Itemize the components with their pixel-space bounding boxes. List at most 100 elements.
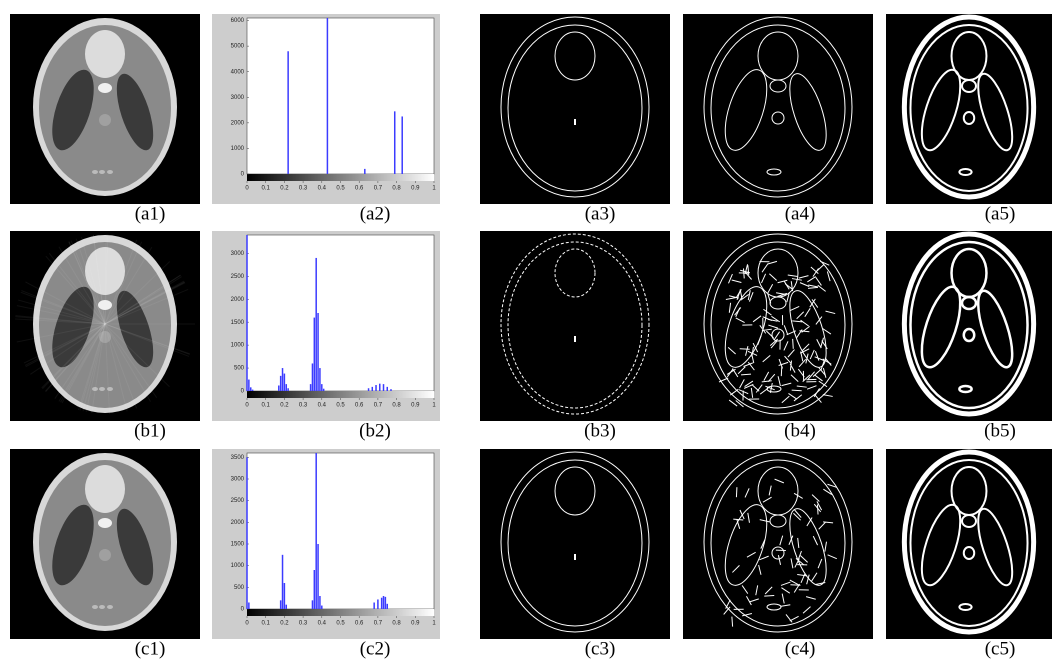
x-tick-label: 0.7: [374, 403, 383, 409]
x-tick-label: 0: [245, 621, 249, 627]
spurious-edge: [822, 328, 832, 335]
spurious-edge: [759, 387, 769, 395]
spurious-edge: [788, 535, 794, 546]
spurious-edge: [793, 512, 801, 521]
spurious-edge: [759, 324, 767, 334]
spurious-edge: [777, 279, 788, 284]
spurious-edge: [777, 554, 782, 565]
hist-bar: [321, 384, 323, 391]
dot-edge: [766, 168, 782, 176]
y-tick-label: 2000: [231, 520, 245, 526]
x-tick-label: 0.6: [355, 186, 364, 192]
dark-right: [116, 290, 154, 368]
streak: [91, 323, 106, 414]
spurious-edge: [805, 596, 816, 600]
x-tick-label: 0.4: [318, 186, 327, 192]
blob: [98, 300, 112, 310]
spurious-edge: [749, 598, 759, 603]
dark-left: [52, 69, 94, 151]
spurious-edge: [735, 487, 738, 498]
hist-bar: [287, 388, 289, 391]
spurious-edge: [773, 331, 781, 341]
blob-edge: [962, 546, 976, 560]
spurious-edge: [816, 501, 823, 511]
y-tick-label: 3000: [231, 251, 245, 257]
spurious-edge: [793, 583, 801, 593]
streak: [104, 261, 171, 325]
streak: [44, 323, 106, 392]
spurious-edge: [731, 616, 734, 627]
dot: [107, 387, 113, 391]
x-tick-label: 0.8: [392, 403, 401, 409]
x-tick-label: 1: [432, 621, 436, 627]
y-tick-label: 2500: [231, 274, 245, 280]
spurious-edge: [776, 292, 787, 295]
spurious-edge: [730, 388, 739, 396]
streak: [79, 323, 106, 411]
spurious-edge: [786, 292, 790, 303]
x-tick-label: 0.1: [262, 186, 271, 192]
outer-edge: [703, 233, 853, 415]
hist-bar: [386, 603, 388, 609]
outer-edge: [703, 451, 853, 633]
blob: [99, 114, 111, 126]
spurious-edge: [814, 351, 820, 361]
spurious-edge: [733, 518, 744, 521]
spurious-edge: [801, 325, 810, 333]
spurious-edge: [746, 551, 756, 558]
left-edge: [724, 286, 768, 368]
inner-edge: [710, 24, 846, 192]
streak: [45, 255, 106, 325]
spurious-edge: [814, 394, 822, 403]
spurious-edge: [769, 382, 773, 393]
right-edge: [977, 72, 1014, 152]
y-tick-label: 1000: [231, 146, 245, 152]
spurious-edge: [781, 593, 785, 604]
blob-edge: [769, 296, 787, 310]
spurious-edge: [785, 614, 793, 623]
spurious-edge: [739, 379, 745, 389]
hist-bar: [364, 168, 366, 174]
hist-bar: [317, 313, 319, 391]
dark-right: [116, 508, 154, 586]
spurious-edge: [735, 400, 744, 408]
streak: [104, 274, 181, 325]
streak: [104, 281, 185, 325]
hist-bar: [309, 384, 312, 391]
streak: [104, 234, 109, 325]
spurious-edge: [809, 349, 815, 360]
streak: [42, 323, 106, 390]
spurious-edge: [737, 366, 746, 375]
hist-bar: [311, 600, 314, 609]
spurious-edge: [728, 273, 733, 284]
y-tick-label: 0: [241, 607, 245, 613]
spurious-edge: [817, 558, 823, 569]
streak: [60, 323, 106, 403]
hist-bar: [371, 386, 374, 391]
x-tick-label: 0.5: [336, 403, 345, 409]
streak: [92, 234, 106, 325]
streak: [58, 246, 106, 325]
hist-bar: [373, 602, 375, 609]
caption: (b5): [984, 420, 1016, 441]
streak: [104, 323, 158, 398]
inner-edge: [507, 459, 643, 627]
left-edge: [724, 504, 768, 586]
blob: [98, 518, 112, 528]
spurious-edge: [797, 573, 808, 577]
spurious-edge: [750, 387, 754, 398]
streak: [70, 240, 106, 325]
hist-bar: [375, 385, 377, 391]
spurious-edge: [818, 521, 826, 530]
spurious-edge: [769, 273, 778, 281]
spurious-edge: [758, 564, 762, 575]
panel: [10, 449, 200, 639]
x-tick-label: 0.4: [318, 403, 327, 409]
spurious-edge: [732, 368, 739, 378]
hist-bar: [283, 373, 286, 391]
spurious-edge: [757, 335, 762, 345]
caption: (c5): [985, 638, 1016, 659]
brain: [39, 242, 171, 408]
spurious-edge: [822, 394, 833, 397]
